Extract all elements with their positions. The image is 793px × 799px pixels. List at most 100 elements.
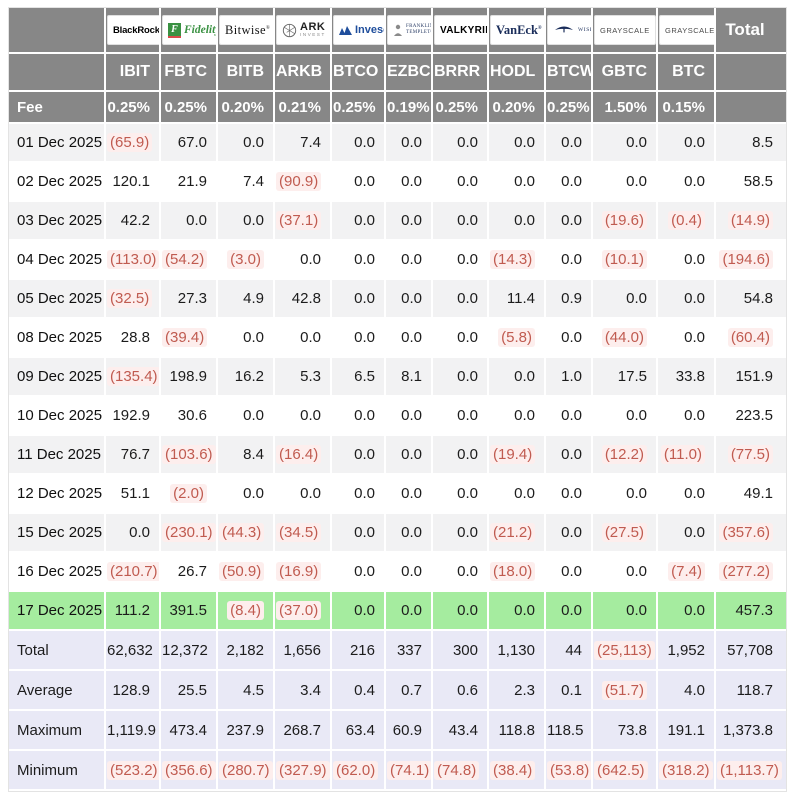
negative-value: (280.7)	[219, 760, 273, 780]
flow-cell-btc: 0.0	[658, 163, 716, 202]
flow-cell-hodl: 0.0	[489, 163, 546, 202]
summary-cell-btc: 1,952	[658, 631, 716, 671]
negative-value: (0.4)	[668, 211, 705, 230]
flow-cell-brrr: 0.0	[433, 241, 489, 280]
summary-cell-btco: 63.4	[332, 711, 386, 751]
date-cell: 09 Dec 2025	[9, 358, 106, 397]
fee-cell-gbtc: 1.50%	[593, 92, 658, 124]
fee-cell-btc: 0.15%	[658, 92, 716, 124]
flow-cell-brrr: 0.0	[433, 436, 489, 475]
flow-cell-arkb: 7.4	[275, 124, 332, 163]
flow-cell-btcw: 0.0	[546, 241, 593, 280]
flow-cell-btco: 0.0	[332, 241, 386, 280]
table-row-05-dec-2025: 05 Dec 2025 (32.5) 27.3 4.9 42.8 0.0 0.0 0.0 11.…	[9, 280, 786, 319]
summary-cell-fbtc: 473.4	[161, 711, 218, 751]
flow-cell-btco: 0.0	[332, 592, 386, 631]
summary-total-cell: (1,113.7)	[716, 751, 786, 791]
flow-cell-btco: 0.0	[332, 163, 386, 202]
table-row-16-dec-2025: 16 Dec 2025 (210.7) 26.7 (50.9) (16.9) 0.0 0.0…	[9, 553, 786, 592]
date-cell: 01 Dec 2025	[9, 124, 106, 163]
flow-cell-gbtc: (12.2)	[593, 436, 658, 475]
ticker-header-fbtc: FBTC	[161, 54, 218, 92]
negative-value: (50.9)	[219, 562, 265, 581]
negative-value: (74.1)	[387, 760, 431, 780]
grayscale-logo: GRAYSCALE	[659, 15, 714, 45]
flow-cell-btcw: 1.0	[546, 358, 593, 397]
flow-cell-btco: 0.0	[332, 436, 386, 475]
summary-cell-ibit: 1,119.9	[106, 711, 161, 751]
flow-cell-gbtc: 0.0	[593, 592, 658, 631]
flow-cell-btc: (11.0)	[658, 436, 716, 475]
summary-cell-arkb: 1,656	[275, 631, 332, 671]
negative-value: (194.6)	[719, 250, 773, 269]
row-total-cell: 58.5	[716, 163, 786, 202]
summary-cell-arkb: (327.9)	[275, 751, 332, 791]
summary-cell-btcw: 0.1	[546, 671, 593, 711]
flow-cell-hodl: (18.0)	[489, 553, 546, 592]
summary-cell-ezbc: (74.1)	[386, 751, 433, 791]
flow-cell-btc: 0.0	[658, 397, 716, 436]
summary-row-maximum: Maximum 1,119.9 473.4 237.9 268.7 63.4 60.9 43.…	[9, 711, 786, 751]
fee-cell-btcw: 0.25%	[546, 92, 593, 124]
summary-cell-ezbc: 337	[386, 631, 433, 671]
summary-cell-btcw: 118.5	[546, 711, 593, 751]
flow-cell-ezbc: 0.0	[386, 436, 433, 475]
flow-cell-ibit: 51.1	[106, 475, 161, 514]
flow-cell-btco: 0.0	[332, 202, 386, 241]
ticker-row-total-cell	[716, 54, 786, 92]
negative-value: (11.0)	[660, 445, 705, 464]
summary-cell-brrr: 43.4	[433, 711, 489, 751]
flow-cell-fbtc: (103.6)	[161, 436, 218, 475]
negative-value: (2.0)	[170, 484, 207, 503]
flow-cell-btc: 0.0	[658, 514, 716, 553]
flow-cell-ezbc: 8.1	[386, 358, 433, 397]
flow-cell-btcw: 0.0	[546, 397, 593, 436]
flow-cell-gbtc: 0.0	[593, 475, 658, 514]
ticker-header-btc: BTC	[658, 54, 716, 92]
flow-cell-hodl: 0.0	[489, 475, 546, 514]
flow-cell-hodl: 0.0	[489, 397, 546, 436]
flow-cell-btco: 0.0	[332, 475, 386, 514]
summary-cell-gbtc: 73.8	[593, 711, 658, 751]
summary-cell-ibit: 62,632	[106, 631, 161, 671]
negative-value: (77.5)	[727, 445, 773, 464]
summary-cell-fbtc: 12,372	[161, 631, 218, 671]
flow-cell-ibit: 42.2	[106, 202, 161, 241]
date-cell: 10 Dec 2025	[9, 397, 106, 436]
table-row-17-dec-2025: 17 Dec 2025 111.2 391.5 (8.4) (37.0) 0.0 0.0 0.…	[9, 592, 786, 631]
date-cell: 05 Dec 2025	[9, 280, 106, 319]
flow-cell-btc: 0.0	[658, 592, 716, 631]
flow-cell-ibit: 0.0	[106, 514, 161, 553]
negative-value: (135.4)	[107, 367, 159, 386]
fidelity-logo: F Fidelity	[162, 15, 216, 45]
flow-cell-brrr: 0.0	[433, 514, 489, 553]
flow-cell-btcw: 0.9	[546, 280, 593, 319]
summary-cell-brrr: 0.6	[433, 671, 489, 711]
flow-cell-ezbc: 0.0	[386, 241, 433, 280]
issuer-cell-arkb: ARK INVEST	[275, 8, 332, 54]
flow-cell-bitb: (3.0)	[218, 241, 275, 280]
summary-cell-btc: 4.0	[658, 671, 716, 711]
flow-cell-arkb: 0.0	[275, 475, 332, 514]
flow-cell-hodl: 0.0	[489, 124, 546, 163]
flow-cell-btco: 0.0	[332, 280, 386, 319]
negative-value: (74.8)	[434, 760, 480, 780]
flow-cell-arkb: (90.9)	[275, 163, 332, 202]
negative-value: (12.2)	[601, 445, 647, 464]
summary-cell-fbtc: 25.5	[161, 671, 218, 711]
summary-cell-btc: (318.2)	[658, 751, 716, 791]
summary-label-cell: Minimum	[9, 751, 106, 791]
flow-cell-btcw: 0.0	[546, 163, 593, 202]
flow-cell-btc: (7.4)	[658, 553, 716, 592]
grayscale-logo: GRAYSCALE	[594, 15, 656, 45]
flow-cell-fbtc: 27.3	[161, 280, 218, 319]
vaneck-logo: VanEck®	[490, 15, 544, 45]
negative-value: (37.0)	[276, 601, 322, 620]
flow-cell-fbtc: 391.5	[161, 592, 218, 631]
summary-cell-btco: 216	[332, 631, 386, 671]
ticker-header-ezbc: EZBC	[386, 54, 433, 92]
flow-cell-btc: 0.0	[658, 280, 716, 319]
flow-cell-ibit: (65.9)	[106, 124, 161, 163]
row-total-cell: 49.1	[716, 475, 786, 514]
